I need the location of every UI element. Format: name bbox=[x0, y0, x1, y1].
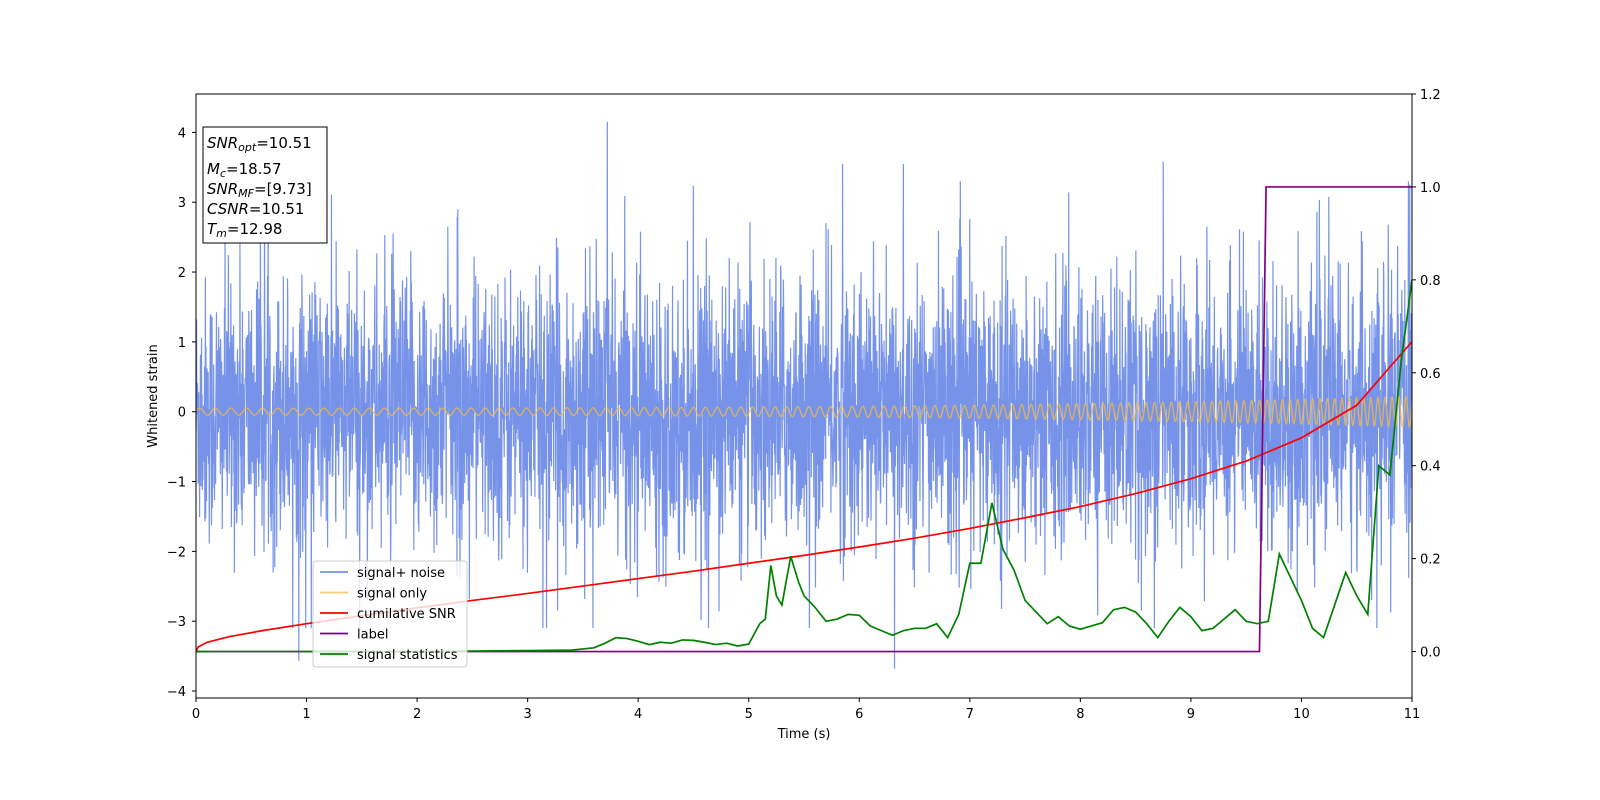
x-tick-label: 6 bbox=[855, 707, 863, 722]
y-tick-label: −2 bbox=[167, 545, 186, 560]
y-tick-label: 0 bbox=[178, 406, 186, 421]
x-tick-label: 5 bbox=[745, 707, 753, 722]
x-tick-label: 4 bbox=[634, 707, 642, 722]
info-line: Mc=18.57 bbox=[207, 160, 282, 180]
y2-tick-label: 0.2 bbox=[1420, 553, 1441, 568]
info-line: CSNR=10.51 bbox=[207, 200, 304, 218]
series-signal-noise bbox=[196, 121, 1412, 669]
x-tick-label: 9 bbox=[1187, 707, 1195, 722]
x-tick-label: 0 bbox=[192, 707, 200, 722]
x-tick-label: 2 bbox=[413, 707, 421, 722]
info-line: SNRopt=10.51 bbox=[207, 134, 312, 154]
info-line: SNRMF=[9.73] bbox=[207, 180, 312, 200]
series-label bbox=[196, 186, 1412, 653]
x-axis-label: Time (s) bbox=[777, 727, 831, 742]
y-tick-label: 2 bbox=[178, 266, 186, 281]
plot-frame bbox=[195, 93, 1413, 699]
legend-label: signal statistics bbox=[357, 648, 458, 663]
y2-tick-label: 0.4 bbox=[1420, 460, 1441, 475]
y-tick-label: −3 bbox=[167, 615, 186, 630]
series-signal-statistics bbox=[196, 279, 1412, 653]
legend-label: label bbox=[357, 628, 388, 643]
x-tick-label: 1 bbox=[302, 707, 310, 722]
x-tick-label: 10 bbox=[1293, 707, 1310, 722]
legend-label: cumilative SNR bbox=[357, 607, 456, 622]
series-cumulative-snr bbox=[196, 341, 1412, 652]
y-tick-label: 3 bbox=[178, 196, 186, 211]
y-tick-label: 4 bbox=[178, 126, 186, 141]
x-tick-label: 7 bbox=[966, 707, 974, 722]
y2-tick-label: 0.0 bbox=[1420, 646, 1441, 661]
y-axis-label: Whitened strain bbox=[146, 344, 161, 447]
legend-label: signal+ noise bbox=[357, 566, 445, 581]
x-tick-label: 3 bbox=[523, 707, 531, 722]
info-box: SNRopt=10.51 Mc=18.57SNRMF=[9.73]CSNR=10.… bbox=[202, 126, 328, 244]
info-line: Tm=12.98 bbox=[207, 220, 282, 240]
y-tick-label: 1 bbox=[178, 336, 186, 351]
y2-tick-label: 0.6 bbox=[1420, 367, 1441, 382]
y2-tick-label: 1.2 bbox=[1420, 88, 1441, 103]
x-tick-label: 8 bbox=[1076, 707, 1084, 722]
y2-tick-label: 1.0 bbox=[1420, 181, 1441, 196]
y-tick-label: −1 bbox=[167, 476, 186, 491]
legend: signal+ noise signal only cumilative SNR la… bbox=[312, 560, 468, 668]
info-box-frame bbox=[202, 126, 328, 244]
x-tick-label: 11 bbox=[1404, 707, 1421, 722]
y2-tick-label: 0.8 bbox=[1420, 274, 1441, 289]
series-signal-only bbox=[196, 394, 1412, 429]
legend-label: signal only bbox=[357, 587, 427, 602]
legend-frame bbox=[312, 560, 468, 668]
y-tick-label: −4 bbox=[167, 685, 186, 700]
